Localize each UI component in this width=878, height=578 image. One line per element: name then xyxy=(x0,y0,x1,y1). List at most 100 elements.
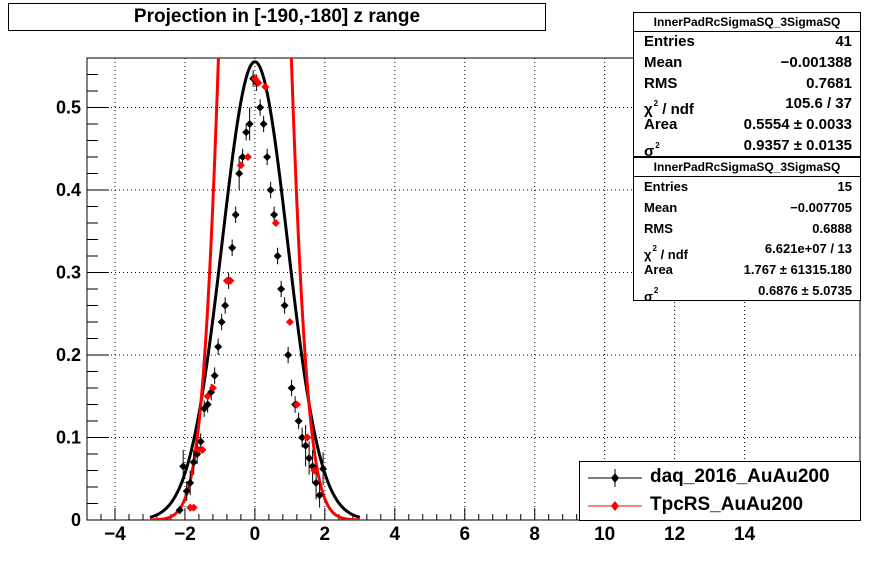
data-point xyxy=(203,392,212,401)
data-point xyxy=(263,153,272,161)
stats-row-mean: Mean −0.007705 xyxy=(634,198,860,219)
stats-label: Entries xyxy=(644,179,689,194)
data-point xyxy=(277,285,286,293)
data-point xyxy=(284,351,293,359)
data-point xyxy=(298,433,307,442)
x-tick-label: −4 xyxy=(104,524,126,545)
stats-value: 41 xyxy=(835,33,852,50)
data-point xyxy=(303,433,312,442)
data-point xyxy=(270,210,279,219)
data-point xyxy=(294,417,303,425)
stats-row-rms: RMS 0.7681 xyxy=(634,74,860,95)
y-tick-label: 0 xyxy=(71,510,81,530)
data-point xyxy=(319,464,328,473)
legend-label: TpcRS_AuAu200 xyxy=(650,494,804,515)
stats-row-sigma: σ2 0.6876 ± 5.0735 xyxy=(634,281,860,304)
data-point xyxy=(301,441,310,450)
data-point xyxy=(285,318,294,326)
data-point xyxy=(245,120,254,128)
stats-row-mean: Mean −0.001388 xyxy=(634,53,860,74)
data-point xyxy=(310,466,319,475)
fit-curve xyxy=(149,58,360,520)
stats-value: 105.6 / 37 xyxy=(785,95,852,113)
stats-row-area: Area 1.767 ± 61315.180 xyxy=(634,260,860,281)
stats-label: σ2 xyxy=(644,140,660,160)
x-tick-label: 10 xyxy=(594,524,615,545)
data-point xyxy=(231,210,240,219)
data-point xyxy=(259,120,268,128)
data-point xyxy=(217,318,226,326)
stats-label: Area xyxy=(644,116,678,134)
data-point xyxy=(182,487,191,496)
data-point xyxy=(315,491,324,500)
stats-value: 0.5554 ± 0.0033 xyxy=(743,116,852,134)
data-point xyxy=(175,506,184,515)
stats-label: Area xyxy=(644,262,673,278)
stats-title: InnerPadRcSigmaSQ_3SigmaSQ xyxy=(634,13,860,32)
x-tick-label: 12 xyxy=(664,524,685,545)
data-point xyxy=(280,301,289,310)
stats-row-entries: Entries 15 xyxy=(634,177,860,198)
data-point xyxy=(243,153,252,161)
diamond-marker-icon xyxy=(588,469,642,487)
stats-label: Mean xyxy=(644,53,683,71)
stats-value: 6.621e+07 / 13 xyxy=(764,241,852,257)
stats-label: σ2 xyxy=(644,285,659,304)
data-point xyxy=(198,445,207,454)
data-point xyxy=(210,371,219,380)
data-point xyxy=(186,478,195,487)
stats-value: −0.001388 xyxy=(780,53,852,71)
stats-row-entries: Entries 41 xyxy=(634,32,860,53)
x-tick-label: 8 xyxy=(529,524,540,545)
data-point xyxy=(208,384,217,392)
data-point xyxy=(221,301,230,310)
stats-value: 0.6876 ± 5.0735 xyxy=(758,282,852,298)
data-point xyxy=(292,400,301,409)
data-point xyxy=(228,243,237,252)
data-point xyxy=(236,161,245,170)
stats-value: −0.007705 xyxy=(790,199,852,215)
data-point xyxy=(179,462,188,471)
data-point xyxy=(238,153,247,161)
stats-row-rms: RMS 0.6888 xyxy=(634,219,860,240)
stats-box-sim: InnerPadRcSigmaSQ_3SigmaSQ Entries 15 Mea… xyxy=(633,157,861,304)
legend: daq_2016_AuAu200 TpcRS_AuAu200 xyxy=(579,461,861,521)
x-tick-label: 2 xyxy=(320,524,331,545)
data-point xyxy=(266,186,275,194)
diamond-marker-icon xyxy=(588,501,642,511)
x-tick-label: 6 xyxy=(459,524,470,545)
data-point xyxy=(287,384,296,392)
y-tick-label: 0.5 xyxy=(56,98,81,118)
legend-label: daq_2016_AuAu200 xyxy=(650,466,830,487)
data-point xyxy=(196,437,205,446)
data-point xyxy=(226,276,235,285)
data-point xyxy=(271,219,280,227)
x-tick-label: −2 xyxy=(174,524,196,545)
data-point xyxy=(305,454,314,463)
y-tick-label: 0.4 xyxy=(56,180,81,200)
stats-value: 0.7681 xyxy=(806,74,852,92)
data-point xyxy=(189,503,198,512)
stats-row-area: Area 0.5554 ± 0.0033 xyxy=(634,115,860,136)
stats-label: RMS xyxy=(644,74,678,92)
stats-row-chi2: χ2 / ndf 6.621e+07 / 13 xyxy=(634,239,860,262)
data-point xyxy=(242,128,251,137)
stats-label: χ2 / ndf xyxy=(644,99,694,119)
data-point xyxy=(203,400,212,409)
data-point xyxy=(235,169,244,178)
x-tick-label: 0 xyxy=(250,524,261,545)
y-tick-label: 0.3 xyxy=(56,263,81,283)
x-tick-label: 14 xyxy=(734,524,756,545)
stats-value: 1.767 ± 61315.180 xyxy=(743,262,852,278)
data-point xyxy=(214,342,223,351)
data-point xyxy=(189,458,198,467)
data-point xyxy=(256,103,265,112)
chart-title: Projection in [-190,-180] z range xyxy=(8,3,546,31)
stats-label: RMS xyxy=(644,220,673,236)
legend-entry-tpcrs: TpcRS_AuAu200 xyxy=(580,492,860,520)
data-point xyxy=(254,78,263,87)
data-point xyxy=(261,82,270,91)
data-point xyxy=(273,252,282,260)
stats-label: Mean xyxy=(644,199,678,215)
